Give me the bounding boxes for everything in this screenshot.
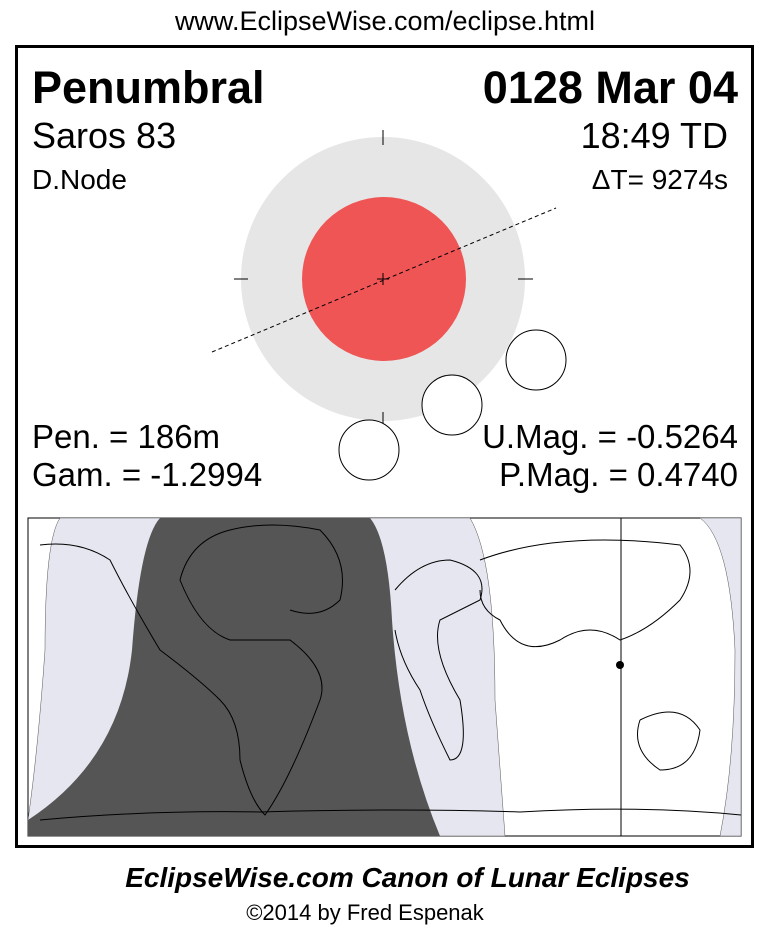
copyright: ©2014 by Fred Espenak <box>246 900 484 925</box>
node: D.Node <box>32 164 127 195</box>
greatest-eclipse-point <box>616 661 624 669</box>
eclipse-type: Penumbral <box>32 62 265 113</box>
eclipse-panel <box>15 45 754 848</box>
delta-t: ΔT= 9274s <box>591 164 728 195</box>
penumbral-magnitude: P.Mag. = 0.4740 <box>499 456 738 493</box>
penumbral-duration: Pen. = 186m <box>32 418 221 455</box>
canon-title: EclipseWise.com Canon of Lunar Eclipses <box>125 862 690 893</box>
coastlines <box>39 524 742 821</box>
saros-number: Saros 83 <box>32 115 177 156</box>
moon-path <box>211 207 557 353</box>
source-url: www.EclipseWise.com/eclipse.html <box>174 6 596 36</box>
moon-position-3 <box>338 419 400 481</box>
visibility-map <box>27 517 742 837</box>
eclipse-date: 0128 Mar 04 <box>482 62 738 113</box>
penumbral-visibility-region-east <box>699 517 742 837</box>
moon-position-greatest <box>421 374 483 436</box>
moon-position-1 <box>505 329 567 391</box>
eclipse-time: 18:49 TD <box>580 115 728 156</box>
night-region <box>28 518 440 836</box>
gamma: Gam. = -1.2994 <box>32 456 263 493</box>
umbral-magnitude: U.Mag. = -0.5264 <box>482 418 738 455</box>
